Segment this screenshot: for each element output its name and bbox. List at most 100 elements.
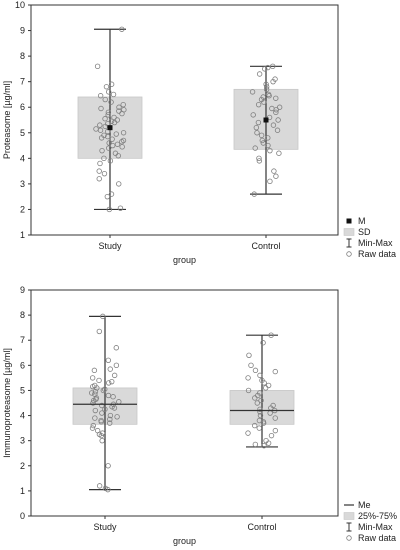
y-tick-label: 7 xyxy=(20,77,25,87)
raw-point xyxy=(97,122,103,128)
y-tick-label: 9 xyxy=(20,26,25,36)
raw-point xyxy=(275,117,281,123)
raw-point xyxy=(266,114,273,121)
raw-point xyxy=(94,385,100,391)
y-tick-label: 3 xyxy=(20,179,25,189)
legend-swatch-mean xyxy=(346,218,352,224)
raw-point xyxy=(89,375,96,381)
raw-point xyxy=(260,420,267,426)
raw-point xyxy=(105,392,112,399)
raw-point xyxy=(96,377,102,384)
raw-point xyxy=(89,390,95,396)
raw-point xyxy=(258,397,264,404)
y-tick-label: 6 xyxy=(20,360,25,370)
y-tick-label: 9 xyxy=(20,285,25,295)
raw-point xyxy=(256,425,262,431)
legend-entry-label: Raw data xyxy=(358,533,396,543)
raw-point xyxy=(102,116,108,122)
raw-point xyxy=(89,425,96,431)
raw-point xyxy=(252,145,258,151)
raw-point xyxy=(265,64,271,71)
raw-point xyxy=(268,332,274,338)
raw-point xyxy=(116,104,122,110)
raw-point xyxy=(257,409,263,415)
x-axis-label: group xyxy=(173,536,196,546)
raw-point xyxy=(262,66,268,72)
raw-point xyxy=(110,91,117,98)
mean-marker-0 xyxy=(107,125,113,131)
raw-point xyxy=(257,412,264,419)
raw-point xyxy=(263,81,269,87)
raw-point xyxy=(105,380,112,386)
raw-point xyxy=(251,191,257,197)
raw-point xyxy=(104,193,111,200)
raw-point xyxy=(120,101,126,108)
raw-point xyxy=(105,133,111,140)
raw-point xyxy=(245,375,251,381)
raw-point xyxy=(108,191,115,197)
raw-point xyxy=(99,402,105,409)
raw-point xyxy=(107,366,113,372)
raw-point xyxy=(255,119,262,126)
raw-point xyxy=(111,119,118,126)
raw-point xyxy=(111,372,118,379)
raw-point xyxy=(108,99,114,105)
raw-point xyxy=(108,81,115,87)
raw-point xyxy=(114,414,120,420)
raw-point xyxy=(98,135,105,141)
raw-point xyxy=(92,415,98,421)
raw-point xyxy=(96,168,102,174)
raw-point xyxy=(119,139,125,145)
raw-point xyxy=(109,136,115,142)
raw-point xyxy=(260,140,267,146)
raw-point xyxy=(107,412,114,419)
raw-point xyxy=(266,93,272,99)
y-tick-label: 1 xyxy=(20,230,25,240)
legend-entry-label: 25%-75% xyxy=(358,511,397,521)
raw-point xyxy=(105,109,112,116)
raw-point xyxy=(258,132,265,139)
raw-point xyxy=(270,63,276,70)
raw-point xyxy=(90,400,96,406)
raw-point xyxy=(271,168,277,174)
y-axis-label: Proteasome [µg/ml] xyxy=(2,81,12,159)
raw-point xyxy=(119,26,125,32)
raw-point xyxy=(261,380,267,386)
raw-point xyxy=(276,150,282,156)
raw-point xyxy=(254,400,261,406)
raw-point xyxy=(99,410,105,416)
raw-point xyxy=(250,112,256,118)
y-tick-label: 5 xyxy=(20,128,25,138)
raw-point xyxy=(97,127,104,133)
raw-point xyxy=(106,206,112,213)
x-tick-label: Control xyxy=(251,241,280,251)
y-tick-label: 6 xyxy=(20,102,25,112)
raw-point xyxy=(102,406,108,412)
raw-point xyxy=(249,89,256,95)
raw-point xyxy=(265,142,271,149)
raw-point xyxy=(100,313,106,320)
raw-point xyxy=(91,397,97,404)
raw-point xyxy=(260,340,266,346)
raw-point xyxy=(91,367,98,374)
legend-entry-label: Min-Max xyxy=(358,522,393,532)
raw-point xyxy=(98,419,105,425)
raw-point xyxy=(263,84,270,90)
legend-swatch-raw xyxy=(346,535,352,541)
x-tick-label: Study xyxy=(93,522,117,532)
raw-point xyxy=(259,137,265,144)
raw-point xyxy=(99,437,105,444)
y-tick-label: 4 xyxy=(20,411,25,421)
raw-point xyxy=(252,441,259,448)
raw-point xyxy=(255,101,262,108)
raw-point xyxy=(273,107,279,113)
raw-point xyxy=(105,112,111,118)
raw-point xyxy=(274,127,281,133)
raw-point xyxy=(92,389,99,395)
raw-point xyxy=(113,345,119,351)
y-tick-label: 5 xyxy=(20,385,25,395)
legend-entry-label: SD xyxy=(358,227,371,237)
y-tick-label: 10 xyxy=(15,0,25,10)
raw-point xyxy=(257,406,263,412)
